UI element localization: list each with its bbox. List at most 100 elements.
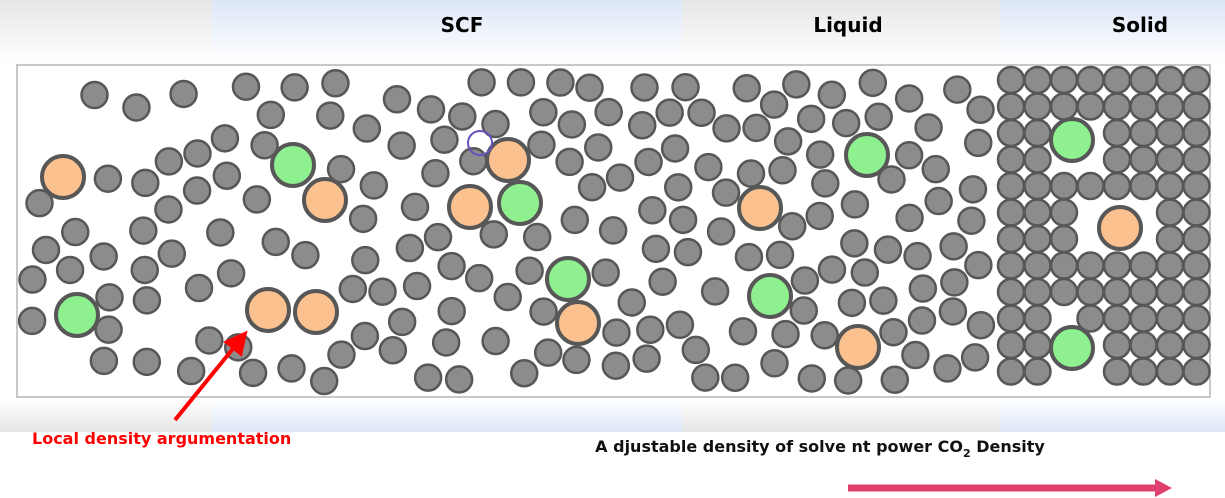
solvent-particle xyxy=(1131,306,1157,332)
solvent-particle xyxy=(233,74,259,100)
solvent-particle xyxy=(1184,147,1210,173)
solvent-particle xyxy=(842,191,868,217)
solvent-particle xyxy=(317,103,343,129)
caption-text: A djustable density of solve nt power CO xyxy=(595,437,963,456)
solvent-particle xyxy=(998,120,1024,146)
solvent-particle xyxy=(636,149,662,175)
solvent-particle xyxy=(130,218,156,244)
solvent-particle xyxy=(214,163,240,189)
solvent-particle xyxy=(517,258,543,284)
solvent-particle xyxy=(1025,147,1051,173)
solvent-particle xyxy=(422,160,448,186)
solvent-particle xyxy=(446,366,472,392)
solvent-particle xyxy=(531,299,557,325)
solvent-particle xyxy=(968,312,994,338)
solvent-particle xyxy=(559,111,585,137)
solvent-particle xyxy=(839,290,865,316)
solvent-particle xyxy=(1078,173,1104,199)
solvent-particle xyxy=(439,253,465,279)
solvent-particle xyxy=(433,329,459,355)
solvent-particle xyxy=(1078,94,1104,120)
solvent-particle xyxy=(134,349,160,375)
solvent-particle xyxy=(1025,332,1051,358)
solvent-particle xyxy=(1104,67,1130,93)
solvent-particle xyxy=(667,312,693,338)
solvent-particle xyxy=(819,82,845,108)
solvent-particle xyxy=(1104,279,1130,305)
solvent-particle xyxy=(1131,147,1157,173)
solvent-particle xyxy=(469,69,495,95)
solvent-particle xyxy=(722,365,748,391)
solvent-particle xyxy=(196,327,222,353)
solvent-particle xyxy=(998,253,1024,279)
solvent-particle xyxy=(62,219,88,245)
solvent-particle xyxy=(184,178,210,204)
solvent-particle xyxy=(738,161,764,187)
solvent-particle xyxy=(96,317,122,343)
solvent-particle xyxy=(1157,200,1183,226)
solvent-particle xyxy=(916,114,942,140)
solvent-particle xyxy=(481,221,507,247)
solute-particle xyxy=(837,326,879,368)
solvent-particle xyxy=(779,213,805,239)
solvent-particle xyxy=(944,77,970,103)
solvent-particle xyxy=(657,100,683,126)
solvent-particle xyxy=(910,276,936,302)
solvent-particle xyxy=(528,132,554,158)
solvent-particle xyxy=(909,308,935,334)
solvent-particle xyxy=(631,74,657,100)
solvent-particle xyxy=(350,206,376,232)
solvent-particle xyxy=(530,99,556,125)
solvent-particle xyxy=(1157,67,1183,93)
solvent-particle xyxy=(880,319,906,345)
solvent-particle xyxy=(1131,94,1157,120)
solvent-particle xyxy=(282,74,308,100)
solvent-particle xyxy=(1157,147,1183,173)
solvent-particle xyxy=(1131,253,1157,279)
solvent-particle xyxy=(744,115,770,141)
solvent-particle xyxy=(812,322,838,348)
solvent-particle xyxy=(875,237,901,263)
solvent-particle xyxy=(783,71,809,97)
solvent-particle xyxy=(902,342,928,368)
solvent-particle xyxy=(607,165,633,191)
solvent-particle xyxy=(762,350,788,376)
solvent-particle xyxy=(1131,279,1157,305)
solvent-particle xyxy=(1104,147,1130,173)
solvent-particle xyxy=(965,252,991,278)
solvent-particle xyxy=(1104,94,1130,120)
solvent-particle xyxy=(841,230,867,256)
solvent-particle xyxy=(643,236,669,262)
solvent-particle xyxy=(404,273,430,299)
solvent-particle xyxy=(292,242,318,268)
solvent-particle xyxy=(244,186,270,212)
solute-particle xyxy=(739,187,781,229)
cosolvent-particle xyxy=(846,134,888,176)
caption-text: Density xyxy=(971,437,1046,456)
solvent-particle xyxy=(593,260,619,286)
solvent-particle xyxy=(634,346,660,372)
solvent-particle xyxy=(695,154,721,180)
solvent-particle xyxy=(1025,306,1051,332)
solvent-particle xyxy=(773,321,799,347)
phase-label: SCF xyxy=(441,13,484,37)
solvent-particle xyxy=(1078,67,1104,93)
phase-label: Liquid xyxy=(813,13,882,37)
solvent-particle xyxy=(1051,279,1077,305)
solvent-particle xyxy=(870,288,896,314)
solvent-particle xyxy=(511,360,537,386)
solvent-particle xyxy=(184,140,210,166)
solvent-particle xyxy=(1184,306,1210,332)
solvent-particle xyxy=(1157,359,1183,385)
solvent-particle xyxy=(425,224,451,250)
solvent-particle xyxy=(577,75,603,101)
solvent-particle xyxy=(328,342,354,368)
solute-particle xyxy=(449,186,491,228)
solvent-particle xyxy=(882,367,908,393)
solvent-particle xyxy=(791,298,817,324)
solvent-particle xyxy=(19,308,45,334)
solvent-particle xyxy=(418,96,444,122)
solvent-particle xyxy=(1131,120,1157,146)
solvent-particle xyxy=(761,92,787,118)
cosolvent-particle xyxy=(499,182,541,224)
